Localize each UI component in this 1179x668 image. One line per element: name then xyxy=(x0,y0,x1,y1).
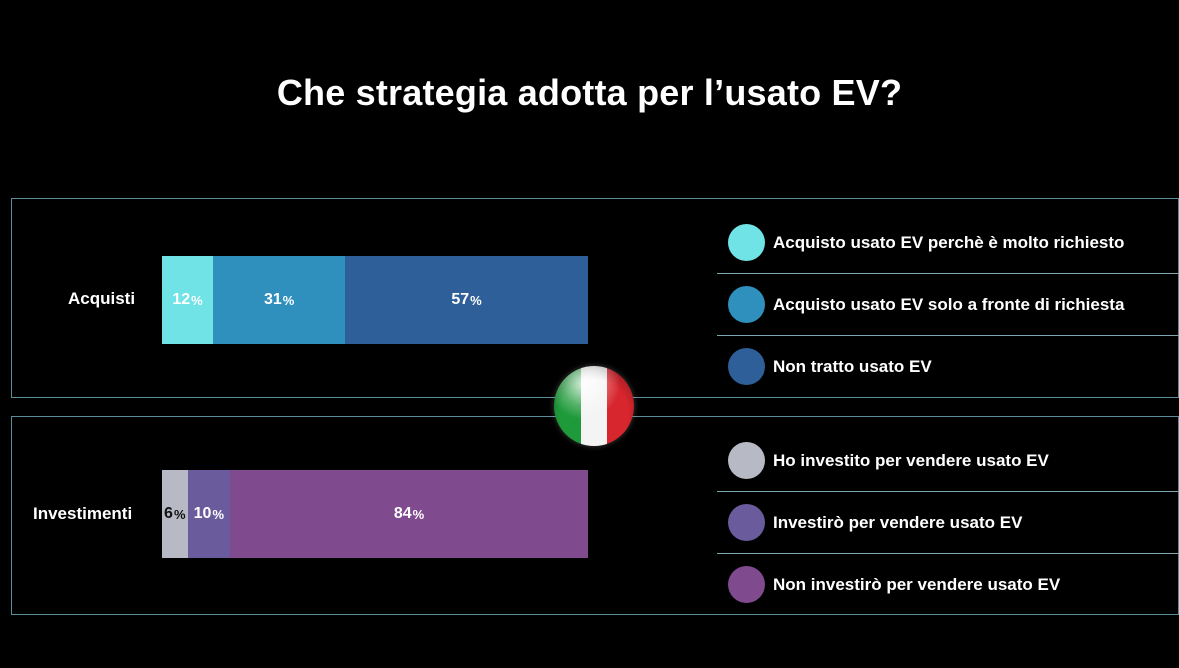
bar-segment: 6% xyxy=(162,470,188,558)
data-label: 84 xyxy=(393,505,412,522)
legend-item: Acquisto usato EV solo a fronte di richi… xyxy=(717,273,1179,335)
data-label: 6 xyxy=(164,505,173,522)
legend-label: Investirò per vendere usato EV xyxy=(773,512,1023,532)
bar-segment: 84% xyxy=(230,470,588,558)
legend-item: Ho investito per vendere usato EV xyxy=(717,430,1179,491)
data-label-unit: % xyxy=(173,506,186,522)
legend-label: Non investirò per vendere usato EV xyxy=(773,574,1061,594)
legend-swatch-icon xyxy=(728,286,765,323)
row-label-acquisti: Acquisti xyxy=(68,289,136,308)
legend-label: Ho investito per vendere usato EV xyxy=(773,450,1049,470)
panel-acquisti: Acquisti 12% 31% 57% Acquisto usato EV per… xyxy=(11,198,1179,398)
legend-swatch-icon xyxy=(728,566,765,603)
data-label-unit: % xyxy=(470,292,482,308)
bar-segment: 10% xyxy=(187,470,231,558)
legend-item: Investirò per vendere usato EV xyxy=(717,491,1179,553)
panel-investimenti: Investimenti 6% 10% 84% Ho investito per v… xyxy=(11,416,1179,615)
legend-item: Non investirò per vendere usato EV xyxy=(717,553,1179,615)
page-title: Che strategia adotta per l’usato EV? xyxy=(276,72,903,113)
legend-swatch-icon xyxy=(728,442,765,479)
bar-segment: 12% xyxy=(162,256,214,344)
legend-item: Non tratto usato EV xyxy=(717,335,1179,397)
stacked-bar-investimenti: 6% 10% 84% xyxy=(162,470,588,558)
data-label-unit: % xyxy=(282,292,295,308)
legend-investimenti: Ho investito per vendere usato EV Investi… xyxy=(717,430,1179,615)
legend-label: Acquisto usato EV perchè è molto richies… xyxy=(773,232,1125,252)
data-label: 12 xyxy=(172,291,191,308)
legend-item: Acquisto usato EV perchè è molto richies… xyxy=(717,212,1179,273)
data-label-unit: % xyxy=(212,506,225,522)
legend-swatch-icon xyxy=(728,348,765,385)
italy-flag-icon xyxy=(554,366,634,446)
data-label: 57 xyxy=(451,291,470,308)
bar-segment: 57% xyxy=(345,256,588,344)
row-label-investimenti: Investimenti xyxy=(33,504,133,523)
legend-label: Non tratto usato EV xyxy=(773,356,932,376)
data-label-unit: % xyxy=(412,506,425,522)
legend-label: Acquisto usato EV solo a fronte di richi… xyxy=(773,294,1125,314)
data-label: 10 xyxy=(193,505,212,522)
stacked-bar-acquisti: 12% 31% 57% xyxy=(162,256,588,344)
legend-swatch-icon xyxy=(728,224,765,261)
bar-segment: 31% xyxy=(213,256,346,344)
data-label-unit: % xyxy=(191,292,203,308)
legend-acquisti: Acquisto usato EV perchè è molto richies… xyxy=(717,212,1179,397)
legend-swatch-icon xyxy=(728,504,765,541)
data-label: 31 xyxy=(263,291,282,308)
